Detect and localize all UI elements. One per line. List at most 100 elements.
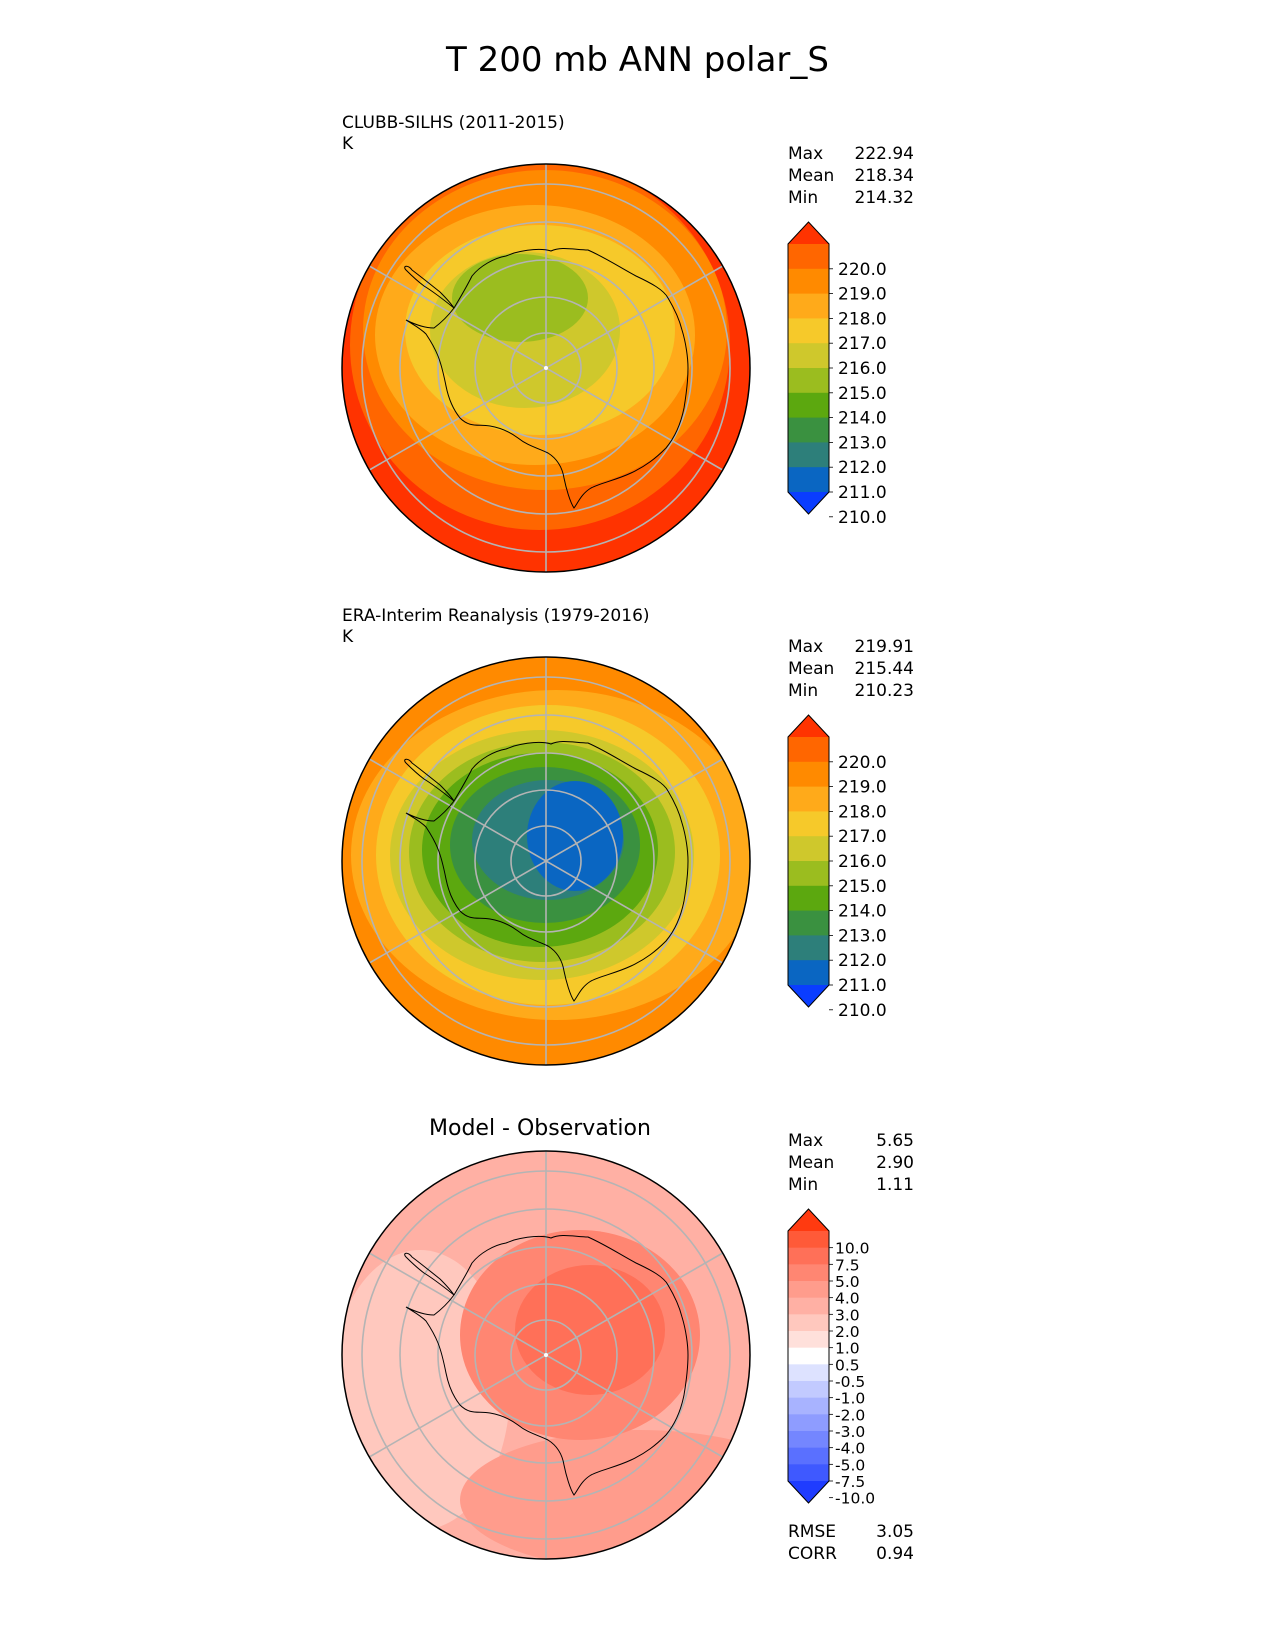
panel-ref-name: ERA-Interim Reanalysis (1979-2016) [342, 606, 650, 626]
colorbar-tick-label: 215.0 [838, 384, 887, 404]
stat-row: Min 1.11 [788, 1175, 914, 1195]
colorbar-swatch [788, 910, 829, 936]
metric-row: RMSE 3.05 [788, 1522, 914, 1542]
colorbar-tick-label: 7.5 [835, 1256, 860, 1274]
colorbar-swatch [788, 442, 829, 468]
stat-row: Min 214.32 [788, 188, 914, 208]
colorbar-swatch [788, 1431, 829, 1449]
stat-row: Max 219.91 [788, 637, 914, 657]
colorbar-swatch [788, 1447, 829, 1465]
colorbar-tick-label: 5.0 [835, 1273, 860, 1291]
colorbar-tick-label: 219.0 [838, 285, 887, 305]
colorbar-tick-label: 213.0 [838, 433, 887, 453]
figure-title: T 200 mb ANN polar_S [446, 40, 829, 80]
colorbar-tick-label: -4.0 [835, 1440, 865, 1458]
colorbar-tick-label: 1.0 [835, 1340, 860, 1358]
colorbar-swatch [788, 960, 829, 986]
colorbar-tick-label: -2.0 [835, 1406, 865, 1424]
colorbar-tick-label: 213.0 [838, 926, 887, 946]
colorbar-tick-label: 220.0 [838, 260, 887, 280]
colorbar-extend-top [788, 715, 829, 737]
panel-test-stats: Max 222.94 Mean 218.34 Min 214.32 [788, 143, 914, 209]
colorbar-swatch [788, 1314, 829, 1332]
colorbar-swatch [788, 1364, 829, 1382]
colorbar-swatch [788, 861, 829, 887]
colorbar-swatch [788, 1297, 829, 1315]
colorbar-tick-label: 214.0 [838, 902, 887, 922]
panel-ref-units: K [342, 627, 354, 647]
colorbar-extend-top [788, 1209, 829, 1231]
colorbar-swatch [788, 737, 829, 763]
stat-row: Min 210.23 [788, 681, 914, 701]
colorbar-tick-label: 3.0 [835, 1306, 860, 1324]
colorbar-tick-label: 212.0 [838, 458, 887, 478]
colorbar-swatch [788, 467, 829, 493]
colorbar-swatch [788, 1247, 829, 1265]
colorbar-tick-label: 220.0 [838, 753, 887, 773]
colorbar-swatch [788, 1347, 829, 1365]
colorbar-tick-label: -0.5 [835, 1373, 865, 1391]
map-ref-overlay [341, 656, 751, 1066]
stat-row: Mean 2.90 [788, 1153, 914, 1173]
colorbar-swatch [788, 343, 829, 369]
map-diff-overlay [341, 1150, 751, 1560]
colorbar-swatch [788, 1464, 829, 1482]
colorbar-tick-label: 10.0 [835, 1240, 870, 1258]
colorbar-tick-label: 211.0 [838, 483, 887, 503]
colorbar-swatch [788, 1331, 829, 1349]
colorbar-ref: 220.0 219.0 218.0 217.0 216.0 215.0 214.0 213.0… [787, 714, 887, 1021]
colorbar-tick-label: 216.0 [838, 359, 887, 379]
colorbar-tick-label: 2.0 [835, 1323, 860, 1341]
colorbar-tick-label: -7.5 [835, 1473, 865, 1491]
colorbar-tick-label: -3.0 [835, 1423, 865, 1441]
colorbar-tick-label: 219.0 [838, 778, 887, 798]
colorbar-swatch [788, 811, 829, 837]
colorbar-swatch [788, 885, 829, 912]
colorbar-swatch [788, 392, 829, 419]
colorbar-swatch [788, 368, 829, 394]
panel-diff-title: Model - Observation [429, 1116, 651, 1141]
metric-row: CORR 0.94 [788, 1544, 914, 1564]
colorbar-swatch [788, 786, 829, 812]
colorbar-swatch [788, 836, 829, 862]
colorbar-swatch [788, 1414, 829, 1432]
colorbar-extend-bottom [788, 985, 829, 1007]
panel-ref-stats: Max 219.91 Mean 215.44 Min 210.23 [788, 636, 914, 702]
colorbar-tick-label: 210.0 [838, 508, 887, 528]
map-diff [342, 1151, 750, 1559]
panel-test-name: CLUBB-SILHS (2011-2015) [342, 113, 565, 133]
colorbar-swatch [788, 417, 829, 443]
map-ref [342, 657, 750, 1065]
panel-diff-metrics: RMSE 3.05 CORR 0.94 [788, 1521, 914, 1565]
colorbar-diff: 10.07.55.04.03.02.01.00.5-0.5-1.0-2.0-3.… [787, 1208, 875, 1508]
colorbar-swatch [788, 293, 829, 319]
colorbar-tick-label: 214.0 [838, 409, 887, 429]
colorbar-tick-label: -10.0 [835, 1490, 875, 1508]
colorbar-tick-label: 215.0 [838, 877, 887, 897]
panel-test-title: CLUBB-SILHS (2011-2015) K [342, 113, 565, 155]
colorbar-swatch [788, 318, 829, 344]
colorbar-tick-label: 0.5 [835, 1356, 860, 1374]
colorbar-tick-label: 4.0 [835, 1290, 860, 1308]
colorbar-extend-top [788, 222, 829, 244]
colorbar-swatch [788, 935, 829, 961]
colorbar-swatch [788, 1397, 829, 1415]
panel-ref-title: ERA-Interim Reanalysis (1979-2016) K [342, 606, 650, 648]
stat-row: Mean 215.44 [788, 659, 914, 679]
stat-row: Max 5.65 [788, 1131, 914, 1151]
colorbar-tick-label: 216.0 [838, 852, 887, 872]
colorbar-tick-label: -1.0 [835, 1390, 865, 1408]
colorbar-tick-label: 211.0 [838, 976, 887, 996]
colorbar-test: 220.0 219.0 218.0 217.0 216.0 215.0 214.0 213.0… [787, 221, 887, 528]
stat-row: Mean 218.34 [788, 166, 914, 186]
stat-row: Max 222.94 [788, 144, 914, 164]
colorbar-swatch [788, 268, 829, 295]
colorbar-swatch [788, 761, 829, 788]
panel-diff-stats: Max 5.65 Mean 2.90 Min 1.11 [788, 1130, 914, 1196]
map-test-overlay [341, 163, 751, 573]
colorbar-tick-label: 218.0 [838, 802, 887, 822]
colorbar-tick-label: -5.0 [835, 1456, 865, 1474]
colorbar-tick-label: 217.0 [838, 827, 887, 847]
colorbar-tick-label: 210.0 [838, 1001, 887, 1021]
colorbar-extend-bottom [788, 492, 829, 514]
